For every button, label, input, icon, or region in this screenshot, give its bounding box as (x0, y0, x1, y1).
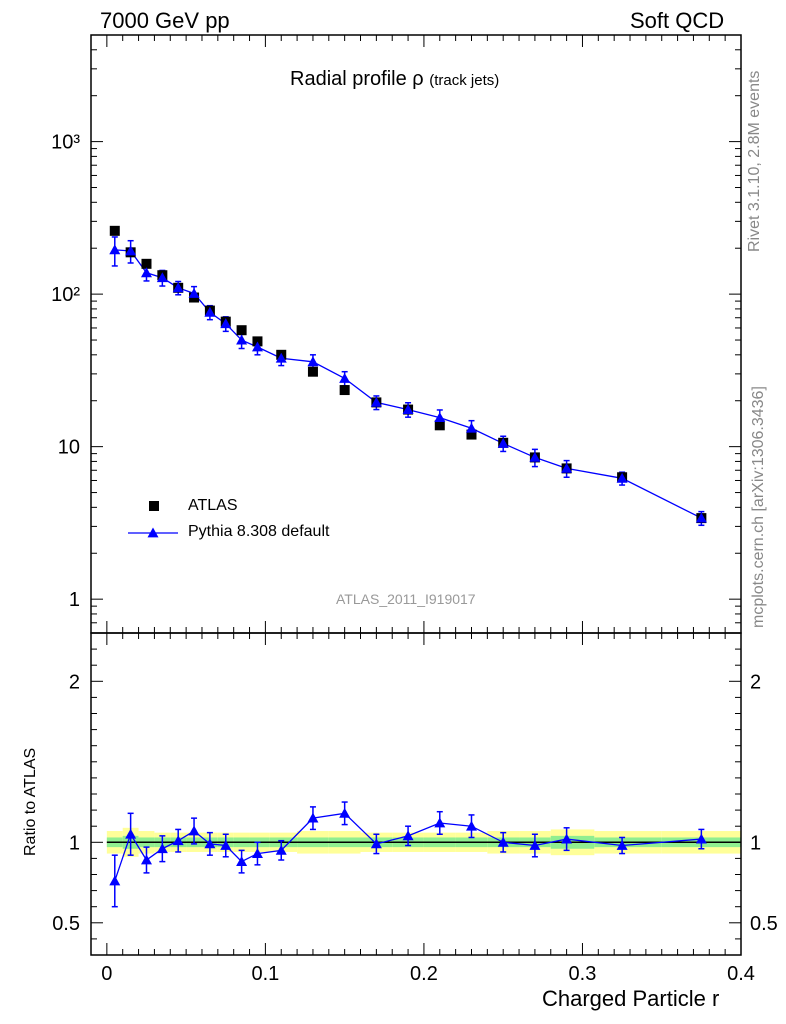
y-tick-label: 10 (58, 437, 80, 459)
x-axis-title: Charged Particle r (542, 986, 720, 1011)
ratio-point (339, 807, 351, 818)
data-point (339, 385, 350, 396)
ratio-point (529, 840, 541, 850)
legend-marks (128, 501, 178, 538)
plot-title-sub: (track jets) (429, 72, 500, 89)
ratio-point (434, 817, 446, 828)
x-tick-label: 0 (101, 963, 112, 985)
x-tick-label: 0.3 (569, 963, 597, 985)
mc-point (695, 512, 707, 523)
data-point (307, 366, 318, 377)
mc-point (465, 422, 477, 433)
mc-point (434, 412, 446, 423)
upper-panel-frame (90, 34, 742, 634)
ratio-point (236, 856, 248, 867)
rivet-version-label: Rivet 3.1.10, 2.8M events (746, 70, 763, 252)
legend-mc-marker (147, 527, 159, 538)
mc-point (140, 267, 152, 278)
analysis-id: ATLAS_2011_I919017 (336, 591, 476, 607)
mc-point (561, 462, 573, 473)
ratio-uncertainty-bands (106, 827, 741, 857)
data-point (109, 225, 120, 236)
mc-point (616, 472, 628, 483)
plot-title-main: Radial profile ρ (290, 68, 424, 90)
ratio-tick-label-right: 1 (750, 832, 761, 854)
mc-point (275, 352, 287, 363)
y-tick-label: 10² (51, 284, 80, 306)
data-point (466, 429, 477, 440)
ratio-tick-label-right: 0.5 (750, 913, 778, 935)
legend-data-label: ATLAS (188, 497, 238, 514)
legend-mc-label: Pythia 8.308 default (188, 523, 330, 540)
ratio-point (172, 835, 184, 846)
ratio-tick-label-right: 2 (750, 671, 761, 693)
mc-point (497, 437, 509, 448)
y-tick-label: 10³ (51, 132, 80, 154)
mc-point (236, 334, 248, 345)
ratio-point (220, 840, 232, 850)
y-tick-label: 1 (69, 589, 80, 611)
ratio-point (204, 838, 216, 849)
x-tick-label: 0.1 (251, 963, 279, 985)
mc-point (156, 272, 168, 283)
mc-point (370, 396, 382, 407)
header-right: Soft QCD (630, 8, 725, 33)
mc-point (172, 282, 184, 293)
mc-point (109, 244, 121, 255)
ratio-point (188, 825, 200, 836)
ratio-point (497, 836, 509, 847)
mc-point (402, 404, 414, 414)
data-marks (109, 225, 707, 908)
ratio-point (616, 840, 628, 850)
ratio-point (125, 828, 137, 839)
mc-series-line (114, 249, 702, 519)
data-point (252, 336, 263, 347)
ratio-tick-label: 0.5 (52, 913, 80, 935)
x-tick-label: 0.2 (410, 963, 438, 985)
mc-point (529, 451, 541, 462)
header-left: 7000 GeV pp (100, 8, 230, 33)
axis-ticks (91, 34, 742, 956)
ratio-point (156, 843, 168, 854)
mc-point (339, 372, 351, 383)
tick-labels: 0 0.1 0.2 0.3 0.4 1 10 10² 10³ 0.5 0.5 1 1 2 2 (51, 132, 778, 985)
ratio-point (251, 848, 263, 858)
plot-title: Radial profile ρ (track jets) (290, 68, 499, 91)
ratio-panel-frame (90, 632, 742, 956)
legend-data-marker (149, 501, 159, 511)
ratio-point (140, 854, 152, 865)
mcplots-label: mcplots.cern.ch [arXiv:1306.3436] (750, 386, 767, 628)
mc-point (125, 245, 137, 256)
ratio-point (561, 833, 573, 844)
ratio-point (109, 875, 121, 886)
mc-point (307, 356, 319, 367)
mc-point (220, 318, 232, 329)
ratio-point (370, 838, 382, 849)
ratio-series-line (114, 812, 702, 882)
ratio-point (695, 833, 707, 844)
data-point (434, 420, 445, 431)
ratio-point (465, 820, 477, 831)
data-point (236, 325, 247, 336)
ratio-point (402, 830, 414, 841)
ratio-point (307, 812, 319, 823)
mc-point (204, 306, 216, 317)
ratio-ylabel: Ratio to ATLAS (22, 747, 39, 856)
mc-point (188, 287, 200, 298)
ratio-point (275, 844, 287, 855)
x-tick-label: 0.4 (727, 963, 755, 985)
data-point (141, 258, 152, 269)
ratio-tick-label: 2 (69, 671, 80, 693)
mc-point (251, 341, 263, 352)
ratio-tick-label: 1 (69, 832, 80, 854)
